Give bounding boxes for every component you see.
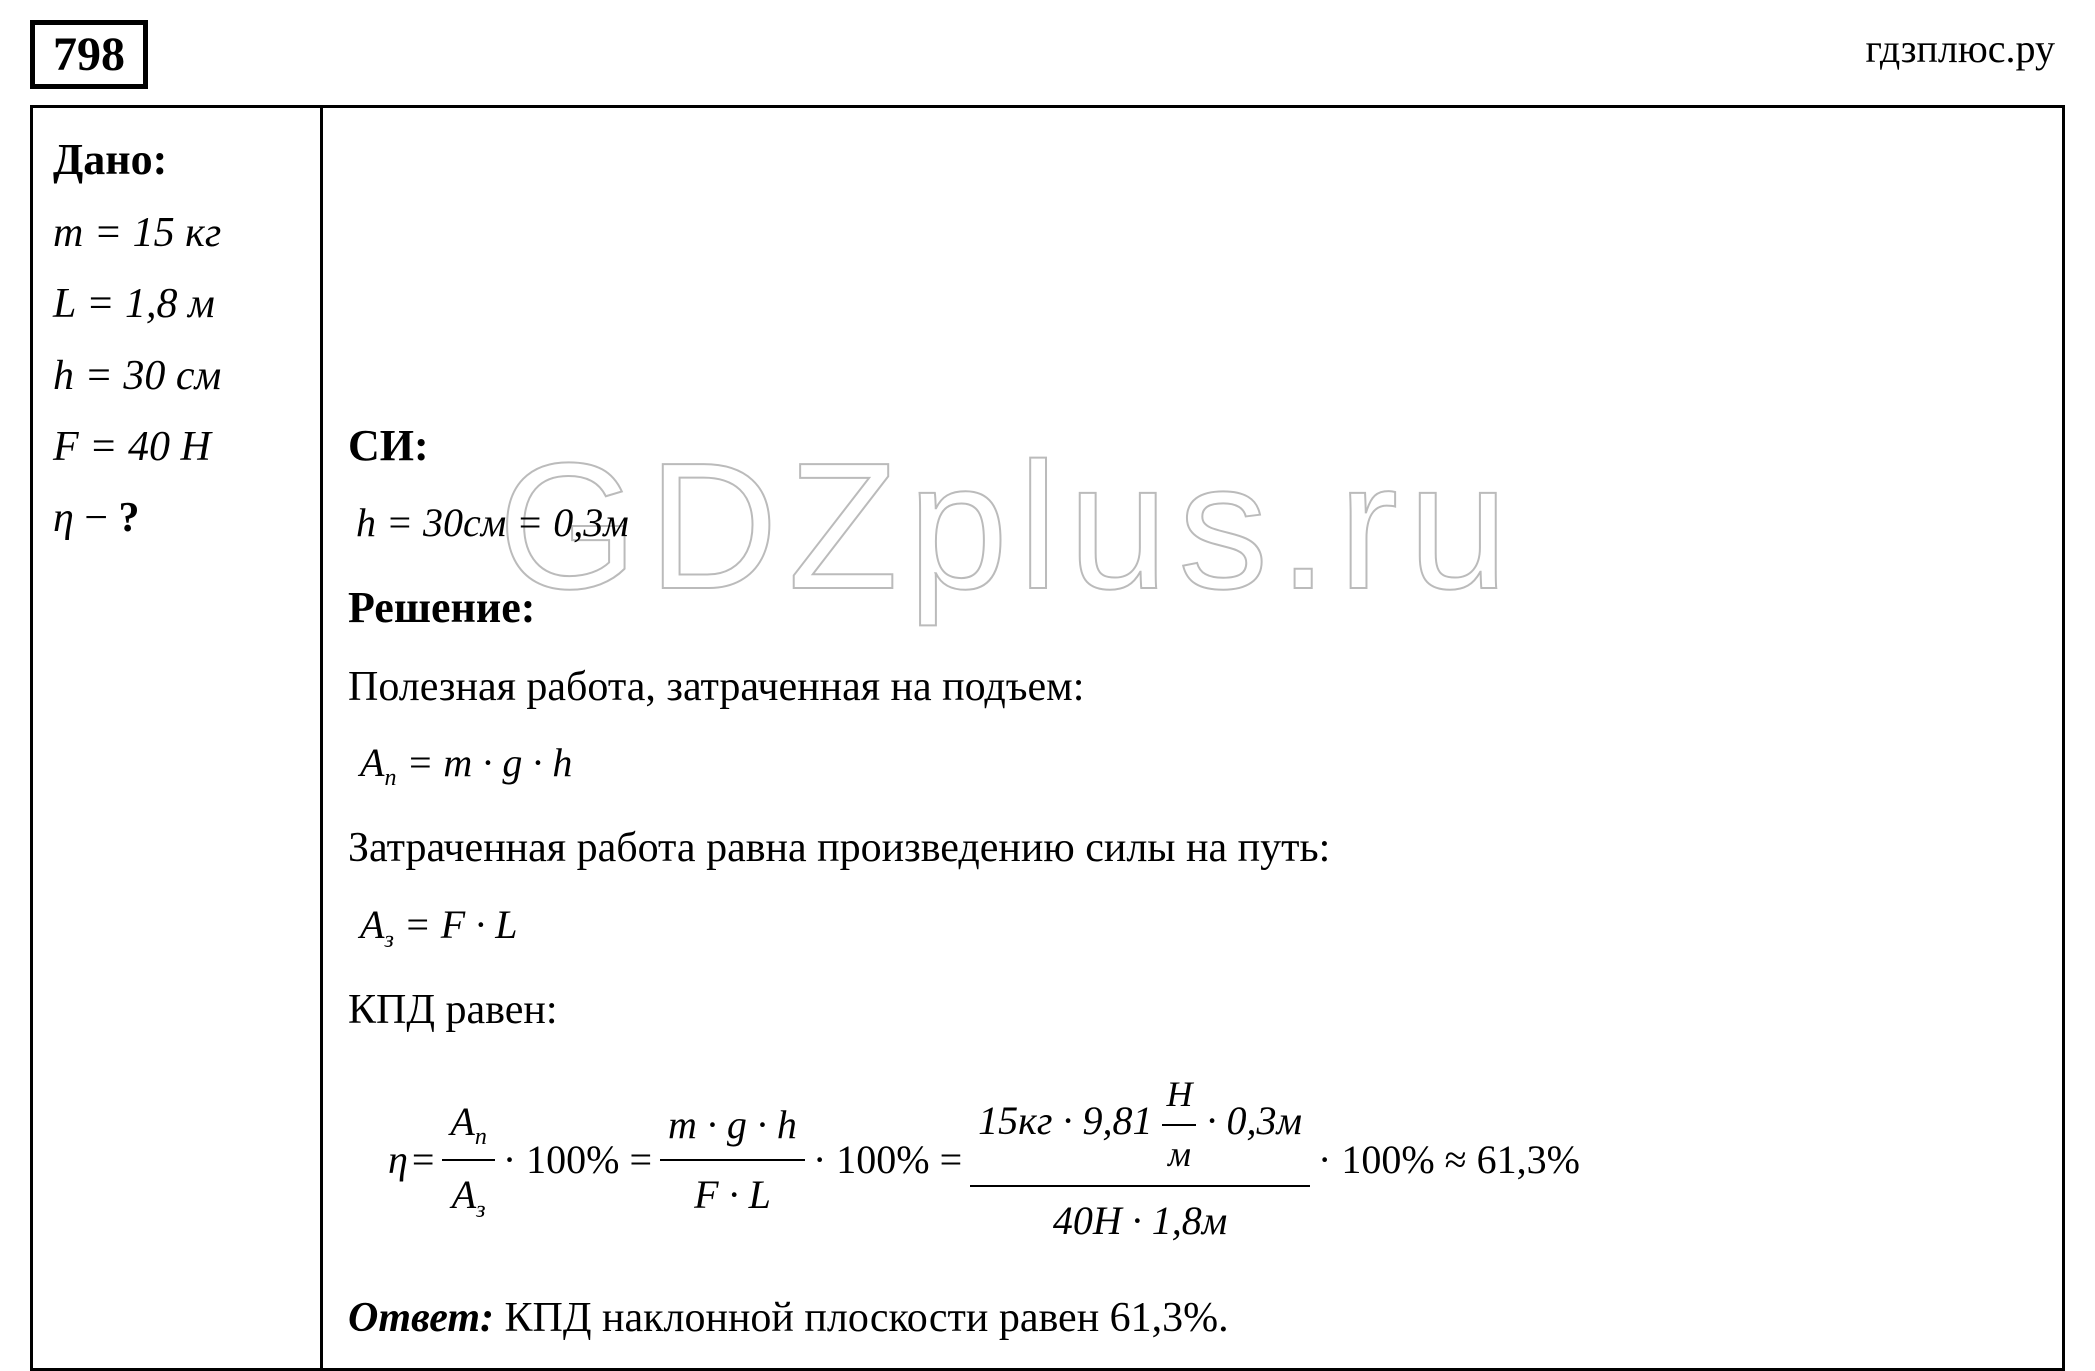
si-heading: СИ: <box>348 411 2037 481</box>
answer: Ответ: КПД наклонной плоскости равен 61,… <box>348 1285 2037 1352</box>
spent-work-formula: Aз = F · L <box>360 893 2037 959</box>
useful-work-text: Полезная работа, затраченная на подъем: <box>348 654 2037 721</box>
answer-label: Ответ: <box>348 1295 494 1341</box>
given-eta: η − ? <box>53 483 300 554</box>
efficiency-formula: η = Aп Aз · 100% = m · g · h F · L · 100… <box>388 1064 2037 1255</box>
useful-work-formula: Aп = m · g · h <box>360 731 2037 797</box>
solution-heading: Решение: <box>348 573 2037 643</box>
answer-text: КПД наклонной плоскости равен 61,3%. <box>494 1295 1229 1341</box>
given-m: m = 15 кг <box>53 198 300 269</box>
spent-work-text: Затраченная работа равна произведению си… <box>348 815 2037 882</box>
si-conversion: h = 30см = 0,3м <box>356 491 2037 555</box>
given-heading: Дано: <box>53 123 300 198</box>
given-column: Дано: m = 15 кг L = 1,8 м h = 30 см F = … <box>33 108 323 1368</box>
solution-box: Дано: m = 15 кг L = 1,8 м h = 30 см F = … <box>30 105 2065 1371</box>
solution-column: GDZplus.ru СИ: h = 30см = 0,3м Решение: … <box>323 108 2062 1368</box>
site-name: гдзплюс.ру <box>1865 25 2055 72</box>
kpd-text: КПД равен: <box>348 977 2037 1044</box>
given-F: F = 40 Н <box>53 412 300 483</box>
problem-number: 798 <box>30 20 148 89</box>
given-h: h = 30 см <box>53 341 300 412</box>
given-L: L = 1,8 м <box>53 269 300 340</box>
